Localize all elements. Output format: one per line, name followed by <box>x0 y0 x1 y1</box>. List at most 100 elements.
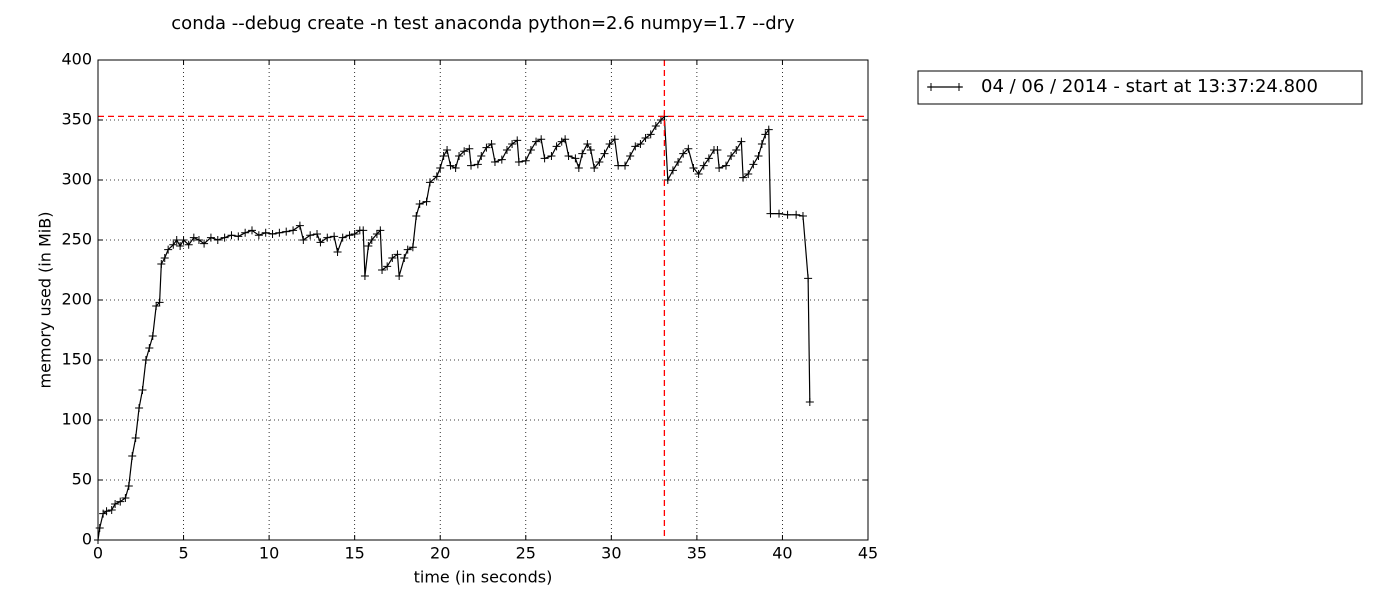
data-marker <box>732 146 741 154</box>
data-marker <box>713 146 722 154</box>
data-marker <box>564 152 573 160</box>
data-marker <box>477 152 486 160</box>
data-marker <box>107 506 116 514</box>
data-marker <box>460 147 469 156</box>
data-marker <box>595 158 604 166</box>
data-marker <box>574 164 583 172</box>
data-marker <box>663 176 672 184</box>
data-marker <box>408 243 417 252</box>
data-marker <box>646 130 655 139</box>
data-marker <box>241 228 250 237</box>
data-marker <box>145 344 154 352</box>
data-marker <box>766 209 775 218</box>
data-marker <box>172 236 181 244</box>
data-marker <box>148 332 157 340</box>
data-marker <box>176 242 185 250</box>
x-tick-label: 30 <box>601 544 621 563</box>
data-marker <box>443 146 452 154</box>
data-marker <box>487 140 496 148</box>
data-marker <box>600 149 609 158</box>
data-marker <box>583 140 592 148</box>
data-marker <box>626 152 635 160</box>
data-marker <box>586 146 595 154</box>
data-marker <box>651 122 660 130</box>
data-marker <box>621 161 630 170</box>
data-marker <box>514 158 523 166</box>
data-marker <box>490 158 499 166</box>
data-marker <box>694 170 703 178</box>
data-marker <box>194 236 203 244</box>
data-marker <box>248 226 256 235</box>
data-marker <box>668 166 677 175</box>
data-marker <box>605 140 614 148</box>
data-marker <box>261 228 270 237</box>
data-marker <box>532 137 541 146</box>
data-marker <box>306 231 315 240</box>
data-marker <box>508 140 517 148</box>
data-marker <box>254 231 263 240</box>
data-marker <box>432 172 441 181</box>
data-marker <box>540 154 549 163</box>
data-marker <box>155 298 164 307</box>
data-marker <box>213 236 222 244</box>
data-marker <box>393 250 402 259</box>
data-marker <box>350 230 359 238</box>
data-marker <box>227 231 236 240</box>
data-marker <box>234 232 243 241</box>
data-marker <box>704 154 713 163</box>
data-marker <box>378 266 387 274</box>
data-marker <box>160 254 169 262</box>
data-marker <box>436 164 445 172</box>
data-marker <box>775 209 784 218</box>
data-marker <box>521 156 530 165</box>
data-marker <box>116 497 125 506</box>
data-marker <box>614 161 623 170</box>
plot-frame <box>97 59 869 541</box>
data-marker <box>400 254 409 262</box>
data-marker <box>200 239 209 248</box>
data-marker <box>131 434 140 442</box>
data-marker <box>805 398 814 406</box>
data-marker <box>388 254 397 262</box>
data-marker <box>465 144 474 153</box>
y-tick-label: 300 <box>61 170 92 189</box>
data-marker <box>631 142 640 151</box>
data-marker <box>571 154 580 163</box>
data-marker <box>792 210 801 219</box>
data-marker <box>547 152 556 160</box>
data-marker <box>446 161 455 170</box>
y-axis-label: memory used (in MiB) <box>36 212 55 389</box>
data-marker <box>121 494 130 502</box>
data-marker <box>737 137 746 146</box>
y-tick-label: 200 <box>61 290 92 309</box>
data-marker <box>473 160 482 169</box>
data-marker <box>561 135 570 144</box>
x-axis-label: time (in seconds) <box>414 568 553 587</box>
data-marker <box>360 272 369 280</box>
data-marker <box>313 230 322 238</box>
x-tick-label: 25 <box>516 544 536 563</box>
data-marker <box>749 160 758 169</box>
data-marker <box>764 125 773 134</box>
data-marker <box>425 178 434 187</box>
data-marker <box>184 240 193 249</box>
data-marker <box>157 260 166 268</box>
y-tick-label: 350 <box>61 110 92 129</box>
data-marker <box>102 507 111 516</box>
y-tick-label: 400 <box>61 50 92 69</box>
data-marker <box>455 152 464 160</box>
chart-title: conda --debug create -n test anaconda py… <box>171 13 795 34</box>
data-marker <box>721 161 730 170</box>
data-marker <box>482 143 491 152</box>
data-marker <box>610 135 619 144</box>
data-marker <box>412 212 421 220</box>
data-marker <box>552 142 561 151</box>
data-marker <box>526 146 535 154</box>
data-marker <box>376 226 385 235</box>
data-marker <box>179 236 188 244</box>
x-tick-label: 15 <box>344 544 364 563</box>
legend <box>917 70 1363 105</box>
data-marker <box>804 274 813 283</box>
data-marker <box>338 233 347 242</box>
